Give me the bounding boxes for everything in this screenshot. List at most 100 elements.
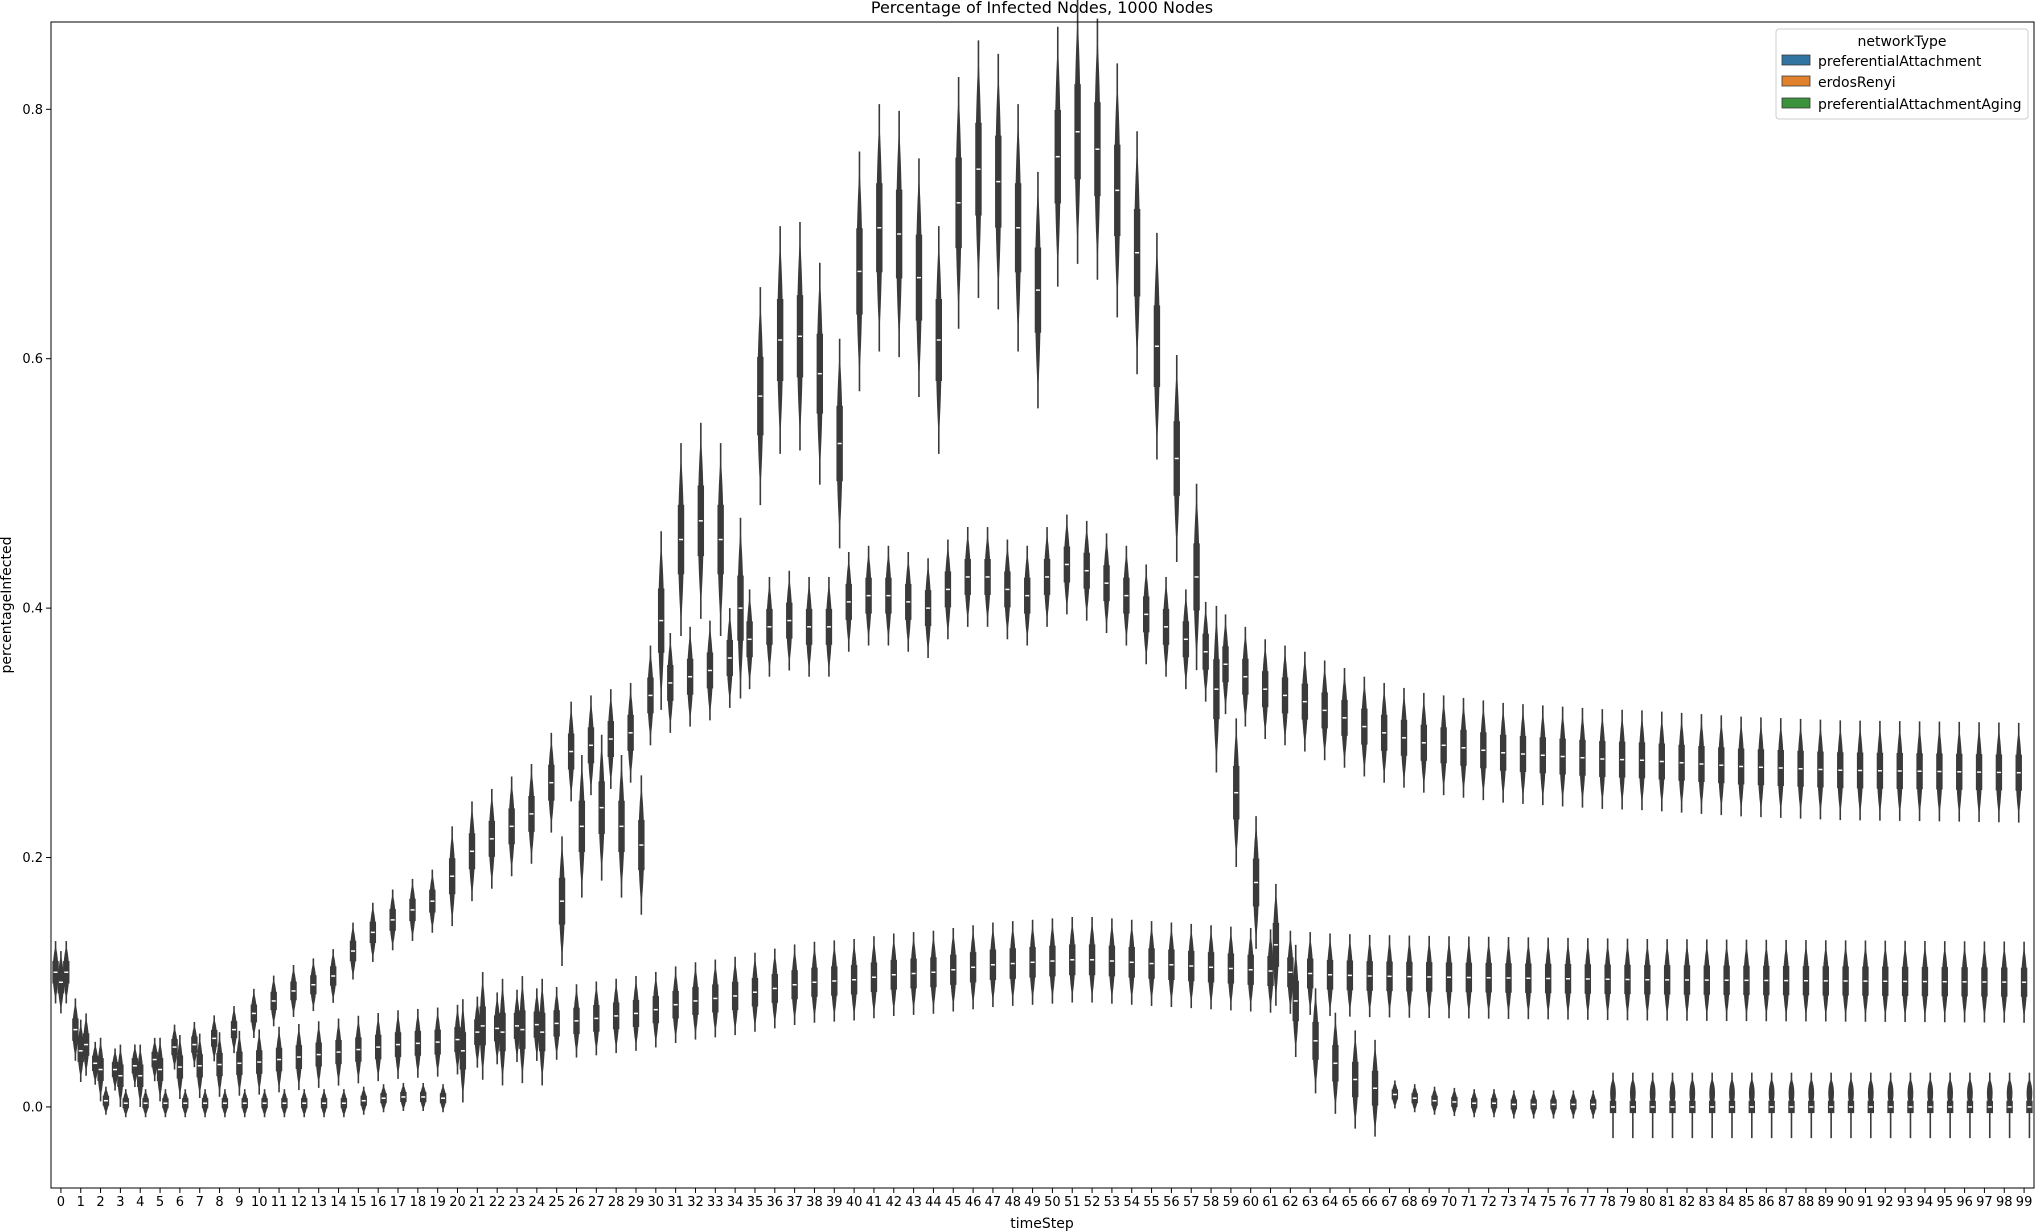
violin-preferentialAttachment-63 <box>1301 651 1309 752</box>
violin-preferentialAttachmentAging-12 <box>301 1089 308 1118</box>
x-tick-label: 64 <box>1322 1195 1339 1210</box>
violin-preferentialAttachment-91 <box>1856 720 1864 821</box>
x-tick-label: 94 <box>1917 1195 1934 1210</box>
violin-erdosRenyi-73 <box>1505 937 1512 1019</box>
violin-preferentialAttachment-21 <box>468 801 476 902</box>
series-preferentialAttachmentAging <box>63 0 2033 1139</box>
violin-preferentialAttachment-94 <box>1916 721 1923 822</box>
violin-preferentialAttachment-42 <box>885 545 892 646</box>
violin-erdosRenyi-96 <box>1961 941 1968 1023</box>
violin-preferentialAttachment-69 <box>1420 692 1428 793</box>
violin-erdosRenyi-33 <box>712 959 719 1038</box>
violin-erdosRenyi-16 <box>374 1013 382 1082</box>
violin-erdosRenyi-85 <box>1743 939 1750 1022</box>
x-tick-label: 68 <box>1401 1195 1418 1210</box>
violin-preferentialAttachmentAging-42 <box>895 110 903 358</box>
x-tick-label: 89 <box>1818 1195 1835 1210</box>
series-preferentialAttachment <box>52 514 2022 1091</box>
violin-erdosRenyi-13 <box>315 1021 322 1088</box>
violin-preferentialAttachmentAging-79 <box>1629 1072 1637 1139</box>
violin-preferentialAttachmentAging-7 <box>201 1089 209 1118</box>
violin-preferentialAttachmentAging-53 <box>1114 63 1121 318</box>
violin-erdosRenyi-95 <box>1941 941 1948 1023</box>
violin-preferentialAttachmentAging-0 <box>63 941 70 1004</box>
violin-preferentialAttachmentAging-59 <box>1233 718 1240 867</box>
violin-erdosRenyi-55 <box>1148 921 1155 1006</box>
violin-preferentialAttachmentAging-93 <box>1907 1072 1914 1139</box>
violin-preferentialAttachmentAging-54 <box>1133 131 1141 375</box>
violin-erdosRenyi-90 <box>1842 940 1849 1022</box>
violin-preferentialAttachmentAging-65 <box>1352 1030 1359 1129</box>
violin-preferentialAttachment-15 <box>349 922 357 980</box>
violin-preferentialAttachment-7 <box>191 1021 198 1068</box>
violin-erdosRenyi-12 <box>295 1024 303 1091</box>
violin-erdosRenyi-2 <box>97 1037 104 1102</box>
violin-preferentialAttachment-60 <box>1242 626 1249 727</box>
x-tick-label: 98 <box>1996 1195 2013 1210</box>
violin-preferentialAttachment-81 <box>1658 711 1665 812</box>
violin-erdosRenyi-58 <box>1207 925 1215 1010</box>
violin-preferentialAttachmentAging-13 <box>320 1089 328 1118</box>
legend: networkType preferentialAttachment erdos… <box>1775 28 2029 120</box>
violin-preferentialAttachmentAging-8 <box>221 1089 229 1118</box>
x-tick-label: 18 <box>410 1195 427 1210</box>
x-tick-label: 77 <box>1580 1195 1597 1210</box>
violin-preferentialAttachmentAging-47 <box>995 53 1002 310</box>
violin-erdosRenyi-99 <box>2020 941 2028 1023</box>
violin-preferentialAttachmentAging-97 <box>1986 1072 1993 1139</box>
x-tick-label: 83 <box>1699 1195 1716 1210</box>
violin-erdosRenyi-25 <box>553 986 560 1060</box>
violin-preferentialAttachment-88 <box>1797 718 1804 819</box>
violin-preferentialAttachment-99 <box>2015 722 2022 823</box>
legend-swatch-erdos-renyi <box>1781 75 1811 87</box>
x-tick-label: 34 <box>727 1195 744 1210</box>
violin-erdosRenyi-34 <box>731 956 739 1036</box>
violin-preferentialAttachment-9 <box>230 1006 238 1054</box>
violin-erdosRenyi-56 <box>1168 922 1175 1008</box>
violin-preferentialAttachmentAging-69 <box>1431 1086 1438 1115</box>
chart-title: Percentage of Infected Nodes, 1000 Nodes <box>871 0 1213 17</box>
x-tick-label: 65 <box>1342 1195 1359 1210</box>
x-tick-label: 10 <box>251 1195 268 1210</box>
violin-preferentialAttachment-20 <box>448 826 456 927</box>
x-tick-label: 45 <box>945 1195 962 1210</box>
legend-box <box>1775 28 2029 120</box>
violin-erdosRenyi-89 <box>1822 940 1829 1022</box>
violin-erdosRenyi-97 <box>1981 941 1988 1023</box>
violins-layer <box>52 0 2033 1139</box>
x-tick-label: 78 <box>1599 1195 1616 1210</box>
violin-preferentialAttachmentAging-81 <box>1669 1072 1676 1139</box>
violin-preferentialAttachmentAging-71 <box>1470 1089 1478 1118</box>
violin-erdosRenyi-87 <box>1782 939 1790 1022</box>
y-tick-label: 0.2 <box>22 851 43 866</box>
violin-erdosRenyi-77 <box>1584 938 1592 1020</box>
violin-erdosRenyi-45 <box>950 927 957 1012</box>
violin-preferentialAttachmentAging-31 <box>677 443 685 636</box>
x-tick-label: 22 <box>489 1195 506 1210</box>
violin-preferentialAttachmentAging-85 <box>1748 1072 1756 1139</box>
violin-preferentialAttachmentAging-33 <box>717 443 724 636</box>
violin-preferentialAttachmentAging-66 <box>1371 1039 1379 1137</box>
violin-preferentialAttachment-87 <box>1777 718 1784 818</box>
legend-label-preferential-attachment-aging: preferentialAttachmentAging <box>1818 97 2021 113</box>
violin-preferentialAttachment-71 <box>1460 697 1467 798</box>
x-tick-label: 21 <box>469 1195 486 1210</box>
violin-erdosRenyi-75 <box>1544 937 1552 1020</box>
violin-preferentialAttachmentAging-46 <box>975 40 982 298</box>
violin-preferentialAttachment-51 <box>1063 514 1071 615</box>
x-tick-label: 48 <box>1004 1195 1021 1210</box>
violin-preferentialAttachmentAging-14 <box>340 1089 348 1118</box>
violin-erdosRenyi-94 <box>1921 940 1929 1023</box>
violin-preferentialAttachmentAging-1 <box>82 1013 90 1076</box>
violin-preferentialAttachment-59 <box>1222 614 1229 715</box>
violin-preferentialAttachment-62 <box>1281 645 1289 746</box>
violin-erdosRenyi-69 <box>1425 935 1433 1018</box>
violin-preferentialAttachmentAging-94 <box>1927 1072 1934 1139</box>
violin-erdosRenyi-81 <box>1663 939 1671 1021</box>
x-tick-label: 41 <box>866 1195 883 1210</box>
violin-erdosRenyi-74 <box>1525 937 1532 1020</box>
violin-preferentialAttachment-53 <box>1103 533 1110 634</box>
violin-erdosRenyi-3 <box>117 1044 124 1107</box>
violin-preferentialAttachmentAging-25 <box>558 836 566 966</box>
